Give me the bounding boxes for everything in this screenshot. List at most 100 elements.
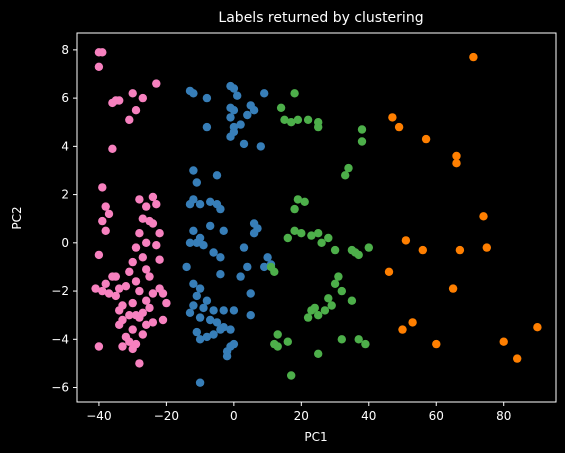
data-point [469, 52, 478, 62]
data-point [142, 238, 151, 247]
data-point [202, 296, 212, 305]
y-tick-label: 2 [61, 188, 69, 202]
data-point [118, 342, 127, 351]
data-point [229, 306, 239, 315]
data-point [128, 325, 137, 334]
data-point [307, 306, 316, 315]
data-point [199, 303, 208, 313]
data-point [209, 306, 218, 315]
data-point [182, 262, 191, 272]
data-point [513, 354, 522, 363]
data-point [206, 197, 215, 206]
data-point [135, 229, 144, 238]
data-point [216, 204, 225, 214]
data-point [189, 89, 198, 98]
data-point [236, 120, 245, 129]
data-point [317, 238, 326, 247]
data-point [94, 342, 104, 351]
x-tick-label: 40 [361, 409, 376, 423]
data-point [361, 339, 370, 349]
data-point [432, 339, 441, 349]
data-point [195, 284, 205, 293]
data-point [162, 298, 171, 308]
data-point [138, 253, 147, 262]
data-point [192, 291, 201, 301]
data-point [482, 243, 491, 252]
data-point [192, 178, 201, 187]
data-point [219, 226, 228, 235]
data-point [189, 279, 198, 288]
data-point [249, 229, 259, 238]
data-point [131, 243, 141, 252]
data-point [303, 115, 313, 125]
chart-title: Labels returned by clustering [218, 10, 423, 26]
data-point [283, 337, 292, 346]
data-point [94, 250, 104, 260]
data-point [158, 289, 168, 298]
y-tick-label: 4 [61, 139, 69, 153]
data-point [145, 303, 154, 313]
data-point [337, 286, 346, 296]
data-point [189, 226, 198, 235]
data-point [239, 243, 249, 252]
y-tick-label: 0 [61, 236, 69, 250]
data-point [388, 113, 397, 122]
data-point [260, 89, 269, 98]
data-point [216, 253, 225, 262]
data-point [287, 118, 296, 127]
data-point [115, 306, 124, 315]
data-point [209, 330, 218, 339]
data-point [290, 89, 299, 98]
data-point [108, 144, 117, 153]
data-point [533, 323, 542, 332]
data-point [229, 84, 239, 93]
data-point [138, 93, 147, 103]
data-point [398, 325, 407, 334]
data-point [418, 245, 427, 255]
data-point [499, 337, 508, 346]
data-point [354, 335, 363, 344]
data-point [344, 163, 353, 173]
data-point [121, 282, 131, 291]
data-point [307, 231, 316, 240]
x-tick-label: 80 [496, 409, 511, 423]
data-point [128, 344, 137, 354]
data-point [101, 226, 110, 235]
data-point [202, 122, 212, 132]
data-point [148, 192, 158, 202]
data-point [222, 352, 232, 361]
data-point [101, 202, 110, 211]
x-tick-label: 0 [230, 409, 238, 423]
data-point [479, 212, 488, 221]
data-point [347, 296, 357, 305]
data-point [104, 289, 114, 298]
data-point [185, 308, 195, 317]
data-point [142, 265, 151, 274]
data-point [192, 327, 201, 337]
x-axis: −40 −20 0 20 40 60 80 [86, 402, 511, 423]
data-point [195, 378, 205, 387]
plot-area [76, 32, 557, 403]
data-point [128, 257, 137, 267]
data-point [276, 103, 286, 113]
plot-frame [76, 32, 557, 403]
data-point [300, 197, 309, 206]
data-point [104, 209, 114, 219]
data-point [290, 204, 299, 214]
data-point [341, 171, 350, 180]
data-point [125, 115, 134, 125]
x-tick-label: 60 [429, 409, 444, 423]
data-point [290, 226, 299, 235]
data-point [115, 284, 124, 293]
data-point [209, 248, 218, 257]
data-point [152, 200, 161, 209]
data-point [94, 62, 104, 71]
data-point [148, 219, 158, 228]
data-point [384, 267, 394, 276]
data-point [324, 294, 333, 303]
data-point [314, 122, 323, 132]
y-tick-label: −6 [51, 381, 69, 395]
data-point [115, 96, 124, 105]
data-point [314, 311, 323, 320]
